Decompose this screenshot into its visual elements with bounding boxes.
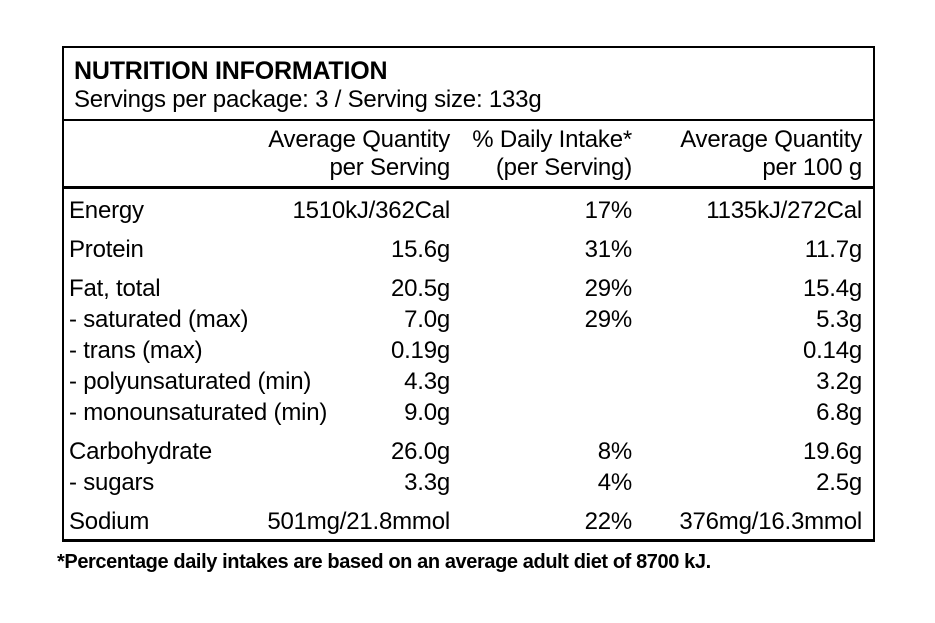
column-header-daily-intake: % Daily Intake* (per Serving): [450, 126, 632, 182]
nutrient-row-sugars: - sugars 3.3g 4% 2.5g: [64, 467, 873, 502]
per-100g-value: 6.8g: [816, 399, 862, 426]
per-100g-value: 3.2g: [816, 368, 862, 395]
daily-intake-value: 29%: [584, 306, 633, 333]
column-header-per-100g-line1: Average Quantity: [680, 126, 862, 153]
nutrient-label: - polyunsaturated (min): [69, 368, 312, 395]
nutrient-row-trans: - trans (max) 0.19g 0.14g: [64, 335, 873, 366]
daily-intake-value: 29%: [584, 275, 633, 302]
nutrient-label: Protein: [69, 236, 144, 263]
per-serving-value: 26.0g: [390, 438, 450, 465]
nutrient-label: Sodium: [69, 508, 150, 535]
nutrient-label: - monounsaturated (min): [69, 399, 328, 426]
per-serving-value: 501mg/21.8mmol: [267, 508, 450, 535]
column-header-per-serving-line2: per Serving: [329, 154, 450, 181]
per-100g-value: 0.14g: [802, 337, 862, 364]
per-serving-value: 7.0g: [404, 306, 450, 333]
panel-title: NUTRITION INFORMATION: [74, 57, 388, 85]
nutrient-label: - sugars: [69, 469, 155, 496]
footnote: *Percentage daily intakes are based on a…: [57, 551, 711, 573]
daily-intake-value: 31%: [584, 236, 633, 263]
column-header-row: Average Quantity per Serving % Daily Int…: [64, 121, 873, 189]
per-serving-value: 3.3g: [404, 469, 450, 496]
nutrient-row-energy: Energy 1510kJ/362Cal 17% 1135kJ/272Cal: [64, 191, 873, 230]
column-header-per-serving-line1: Average Quantity: [268, 126, 450, 153]
nutrient-row-monounsaturated: - monounsaturated (min) 9.0g 6.8g: [64, 397, 873, 432]
nutrient-row-sodium: Sodium 501mg/21.8mmol 22% 376mg/16.3mmol: [64, 502, 873, 541]
column-header-daily-intake-line2: (per Serving): [495, 154, 632, 181]
per-serving-value: 4.3g: [404, 368, 450, 395]
daily-intake-value: 17%: [584, 197, 633, 224]
per-100g-value: 19.6g: [802, 438, 862, 465]
nutrient-label: Fat, total: [69, 275, 161, 302]
daily-intake-value: 22%: [584, 508, 633, 535]
per-100g-value: 2.5g: [816, 469, 862, 496]
daily-intake-value: [450, 397, 632, 428]
nutrient-row-protein: Protein 15.6g 31% 11.7g: [64, 230, 873, 269]
panel-header: NUTRITION INFORMATION Servings per packa…: [64, 48, 873, 121]
per-serving-value: 15.6g: [390, 236, 450, 263]
per-100g-value: 11.7g: [804, 236, 862, 263]
column-header-daily-intake-line1: % Daily Intake*: [472, 126, 632, 153]
per-100g-value: 5.3g: [816, 306, 862, 333]
per-100g-value: 15.4g: [802, 275, 862, 302]
daily-intake-value: 8%: [597, 438, 632, 465]
column-header-per-serving: Average Quantity per Serving: [64, 126, 450, 182]
per-100g-value: 1135kJ/272Cal: [706, 197, 862, 224]
nutrient-table-body: Energy 1510kJ/362Cal 17% 1135kJ/272Cal P…: [64, 189, 873, 541]
nutrient-row-carbohydrate: Carbohydrate 26.0g 8% 19.6g: [64, 432, 873, 467]
per-serving-value: 20.5g: [390, 275, 450, 302]
column-header-per-100g-line2: per 100 g: [762, 154, 862, 181]
column-header-per-100g: Average Quantity per 100 g: [632, 126, 873, 182]
nutrient-label: - trans (max): [69, 337, 203, 364]
daily-intake-value: [450, 366, 632, 397]
nutrient-row-polyunsaturated: - polyunsaturated (min) 4.3g 3.2g: [64, 366, 873, 397]
daily-intake-value: [450, 335, 632, 366]
nutrition-panel: NUTRITION INFORMATION Servings per packa…: [62, 46, 875, 542]
per-serving-value: 9.0g: [404, 399, 450, 426]
per-serving-value: 1510kJ/362Cal: [292, 197, 450, 224]
nutrient-label: Energy: [69, 197, 144, 224]
nutrient-row-fat-total: Fat, total 20.5g 29% 15.4g: [64, 269, 873, 304]
nutrient-label: - saturated (max): [69, 306, 249, 333]
nutrient-label: Carbohydrate: [69, 438, 213, 465]
per-100g-value: 376mg/16.3mmol: [679, 508, 862, 535]
servings-line: Servings per package: 3 / Serving size: …: [74, 86, 542, 113]
per-serving-value: 0.19g: [390, 337, 450, 364]
nutrient-row-saturated: - saturated (max) 7.0g 29% 5.3g: [64, 304, 873, 335]
daily-intake-value: 4%: [597, 469, 632, 496]
